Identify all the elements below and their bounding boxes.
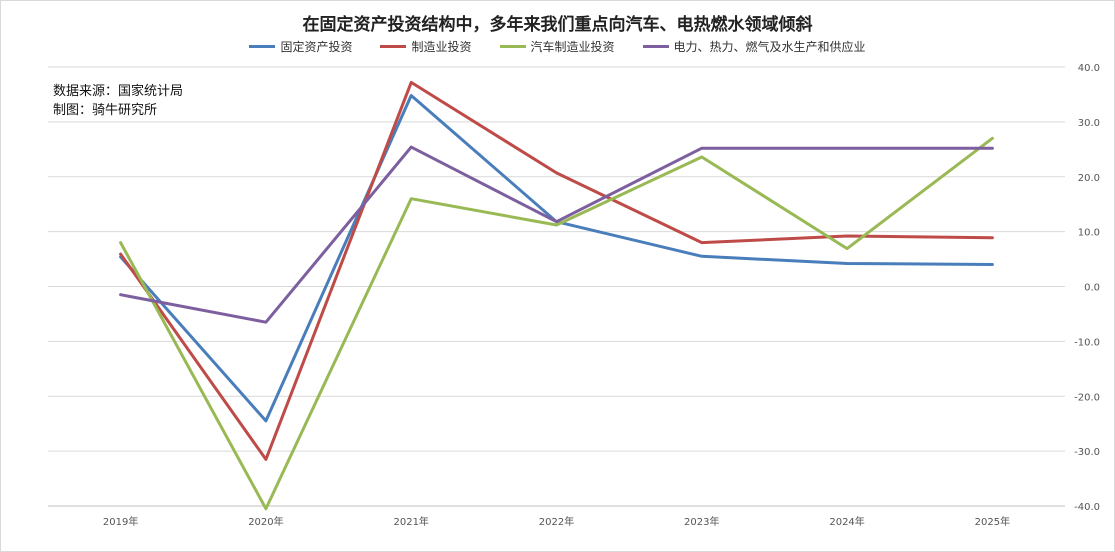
x-tick-label: 2023年	[684, 515, 719, 528]
legend-item-fixed-asset: 固定资产投资	[249, 38, 352, 55]
series-line-3	[119, 145, 994, 324]
legend-swatch-fixed-asset	[249, 45, 276, 48]
x-tick-label: 2019年	[103, 515, 138, 528]
y-tick-label: 20.0	[1078, 173, 1100, 184]
y-tick-label: 40.0	[1078, 63, 1100, 74]
credit-line: 制图：骑牛研究所	[53, 103, 158, 118]
y-tick-label: 0.0	[1084, 283, 1100, 294]
y-tick-label: 10.0	[1078, 228, 1100, 239]
x-tick-label: 2022年	[539, 515, 574, 528]
tick-layer: -40.0 -30.0 -20.0 -10.0 0.0 10.0 20.0 30.0 40.0 2…	[103, 63, 1100, 528]
series-layer	[119, 80, 994, 511]
source-note: 数据来源：国家统计局 制图：骑牛研究所	[53, 82, 183, 120]
grid-layer	[48, 66, 1065, 507]
legend-item-auto: 汽车制造业投资	[499, 38, 615, 55]
legend-label-fixed-asset: 固定资产投资	[280, 40, 353, 54]
y-tick-label: -30.0	[1074, 447, 1100, 458]
legend-swatch-utilities	[642, 45, 669, 48]
legend-swatch-auto	[499, 45, 526, 48]
series-line-1	[119, 80, 994, 461]
legend: 固定资产投资 制造业投资 汽车制造业投资 电力、热力、燃气及水生产和供应业	[0, 38, 1115, 55]
legend-label-utilities: 电力、热力、燃气及水生产和供应业	[673, 40, 866, 54]
legend-item-manufacturing: 制造业投资	[380, 38, 472, 55]
legend-label-manufacturing: 制造业投资	[411, 40, 472, 54]
x-tick-label: 2020年	[248, 515, 283, 528]
source-line: 数据来源：国家统计局	[53, 84, 184, 99]
y-tick-label: -20.0	[1074, 392, 1100, 403]
chart-title: 在固定资产投资结构中，多年来我们重点向汽车、电热燃水领域倾斜	[302, 15, 813, 35]
legend-swatch-manufacturing	[380, 45, 407, 48]
legend-label-auto: 汽车制造业投资	[530, 40, 615, 54]
series-line-0	[119, 94, 994, 423]
y-tick-label: -10.0	[1074, 337, 1100, 348]
x-tick-label: 2025年	[975, 515, 1010, 528]
x-tick-label: 2021年	[393, 515, 428, 528]
x-tick-label: 2024年	[829, 515, 864, 528]
legend-item-utilities: 电力、热力、燃气及水生产和供应业	[642, 38, 866, 55]
y-tick-label: -40.0	[1074, 502, 1100, 513]
series-line-2	[119, 136, 994, 511]
y-tick-label: 30.0	[1078, 118, 1100, 129]
